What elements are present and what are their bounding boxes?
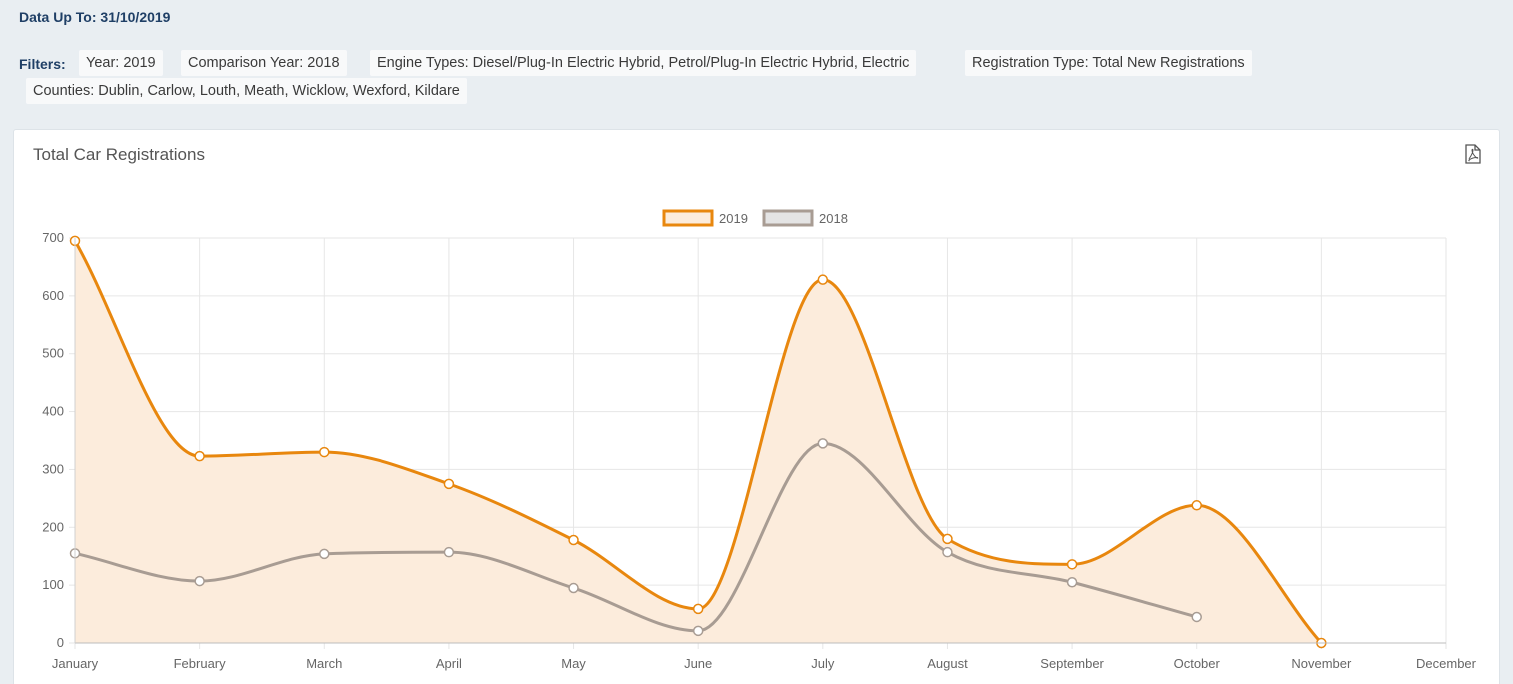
- filter-chip-comparison-year[interactable]: Comparison Year: 2018: [181, 50, 347, 76]
- data-point-2019[interactable]: [568, 534, 579, 546]
- data-point-2019[interactable]: [1066, 559, 1078, 570]
- filter-chip-engine-types[interactable]: Engine Types: Diesel/Plug-In Electric Hy…: [370, 50, 917, 76]
- data-point-2019[interactable]: [443, 478, 455, 490]
- data-point-2018[interactable]: [1066, 577, 1078, 588]
- pdf-file-icon[interactable]: [1464, 144, 1482, 164]
- series-area-2019: [75, 240, 1322, 643]
- y-tick-label: 200: [42, 519, 64, 534]
- data-point-2019[interactable]: [817, 274, 829, 285]
- data-point-2018[interactable]: [443, 546, 455, 558]
- data-point-2018[interactable]: [692, 625, 704, 637]
- x-tick-label: April: [436, 656, 462, 671]
- series-line-2018: [74, 441, 1198, 633]
- data-point-2019[interactable]: [942, 533, 953, 545]
- y-tick-label: 700: [42, 230, 64, 245]
- data-point-2018[interactable]: [1191, 611, 1202, 623]
- legend-label-2018[interactable]: 2018: [819, 211, 848, 226]
- legend-swatch-2019[interactable]: [662, 209, 714, 227]
- filters-label: Filters:: [19, 56, 66, 72]
- x-tick-label: June: [684, 656, 712, 671]
- x-tick-label: October: [1174, 656, 1221, 671]
- x-tick-label: July: [811, 656, 835, 671]
- data-up-to-label: Data Up To: 31/10/2019: [19, 9, 171, 25]
- data-point-2019[interactable]: [319, 446, 330, 458]
- x-tick-label: March: [306, 656, 342, 671]
- legend-label-2019[interactable]: 2019: [719, 211, 748, 226]
- data-point-2018[interactable]: [817, 438, 829, 449]
- data-point-2018[interactable]: [568, 582, 579, 594]
- data-point-2019[interactable]: [1191, 500, 1202, 511]
- y-tick-label: 600: [42, 288, 64, 303]
- data-point-2018[interactable]: [942, 546, 953, 558]
- filter-chip-year[interactable]: Year: 2019: [79, 50, 163, 76]
- data-point-2018[interactable]: [194, 575, 205, 587]
- chart-title: Total Car Registrations: [33, 145, 205, 164]
- x-tick-label: August: [927, 656, 968, 671]
- legend-swatch-2018[interactable]: [762, 209, 814, 227]
- data-point-2019[interactable]: [194, 450, 205, 462]
- y-tick-label: 500: [42, 346, 64, 361]
- y-tick-label: 0: [57, 635, 64, 650]
- x-tick-label: January: [52, 656, 99, 671]
- x-tick-label: September: [1040, 656, 1104, 671]
- series-line-2019: [73, 240, 1323, 645]
- data-point-2019[interactable]: [692, 603, 704, 615]
- filter-chip-counties[interactable]: Counties: Dublin, Carlow, Louth, Meath, …: [26, 78, 467, 104]
- x-tick-label: May: [561, 656, 586, 671]
- y-tick-label: 100: [42, 577, 64, 592]
- x-tick-label: November: [1291, 656, 1352, 671]
- data-point-2018[interactable]: [319, 548, 330, 560]
- y-tick-label: 400: [42, 404, 64, 419]
- y-tick-label: 300: [42, 461, 64, 476]
- filter-chip-registration-type[interactable]: Registration Type: Total New Registratio…: [965, 50, 1252, 76]
- x-tick-label: December: [1416, 656, 1477, 671]
- x-tick-label: February: [174, 656, 227, 671]
